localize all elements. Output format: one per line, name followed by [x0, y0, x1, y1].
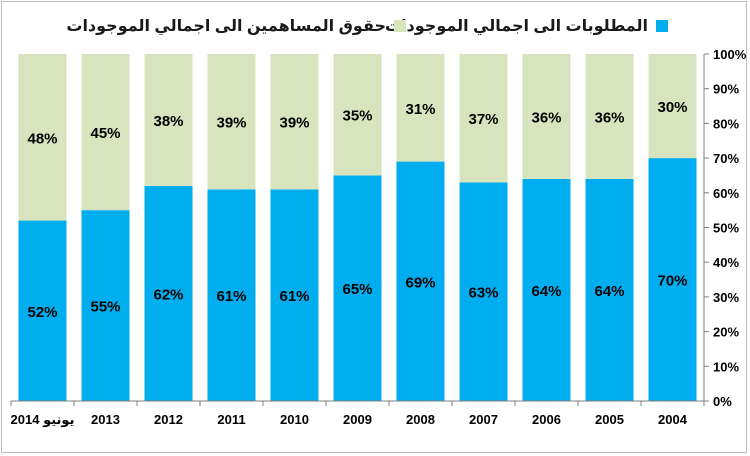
y-tick-label-10: 100% [713, 47, 746, 62]
bar-liabilities-7 [207, 189, 256, 401]
bar-equity-6 [270, 54, 319, 190]
data-label-equity-4: 31% [405, 101, 435, 118]
bar-liabilities-9 [81, 210, 130, 401]
data-label-equity-2: 36% [531, 109, 561, 126]
data-label-equity-3: 37% [468, 111, 498, 128]
bar-equity-3 [459, 54, 508, 183]
bar-liabilities-1 [585, 178, 634, 401]
x-tick-label-9: 2013 [91, 412, 120, 427]
data-label-liabilities-3: 63% [468, 285, 498, 302]
bar-equity-2 [522, 54, 571, 179]
data-label-liabilities-1: 64% [594, 283, 624, 300]
bar-equity-0 [648, 54, 697, 159]
data-label-equity-5: 35% [342, 108, 372, 125]
bar-liabilities-8 [144, 185, 193, 401]
data-label-equity-10: 48% [27, 130, 57, 147]
y-tick-label-7: 70% [713, 151, 739, 166]
data-label-liabilities-0: 70% [657, 273, 687, 290]
bar-liabilities-10 [18, 220, 67, 401]
bar-equity-10 [18, 54, 67, 221]
x-tick-label-4: 2008 [406, 412, 435, 427]
bar-liabilities-4 [396, 161, 445, 401]
bar-equity-7 [207, 54, 256, 190]
data-label-liabilities-6: 61% [279, 288, 309, 305]
x-tick-label-8: 2012 [154, 412, 183, 427]
data-label-liabilities-10: 52% [27, 304, 57, 321]
data-label-liabilities-7: 61% [216, 288, 246, 305]
data-label-liabilities-2: 64% [531, 283, 561, 300]
data-label-liabilities-5: 65% [342, 281, 372, 298]
bar-liabilities-2 [522, 178, 571, 401]
bar-equity-5 [333, 54, 382, 176]
data-label-equity-8: 38% [153, 113, 183, 130]
x-tick-label-10: يونيو 2014 [11, 412, 75, 427]
data-label-equity-9: 45% [90, 125, 120, 142]
legend-swatch-equity [394, 20, 406, 32]
data-label-equity-6: 39% [279, 115, 309, 132]
bar-liabilities-3 [459, 182, 508, 401]
bar-equity-4 [396, 54, 445, 162]
data-label-liabilities-8: 62% [153, 286, 183, 303]
bar-equity-1 [585, 54, 634, 179]
x-tick-label-6: 2010 [280, 412, 309, 427]
y-tick-label-3: 30% [713, 290, 739, 305]
data-label-equity-1: 36% [594, 109, 624, 126]
legend-swatch-liabilities [656, 20, 668, 32]
y-tick-label-9: 90% [713, 82, 739, 97]
bar-liabilities-5 [333, 175, 382, 401]
data-label-equity-0: 30% [657, 99, 687, 116]
legend-item-equity: حقوق المساهمين الى اجمالي الموجودات [66, 14, 406, 38]
legend-label-equity: حقوق المساهمين الى اجمالي الموجودات [66, 18, 386, 35]
bar-equity-9 [81, 54, 130, 211]
x-tick-label-7: 2011 [217, 412, 245, 427]
x-tick-label-2: 2006 [532, 412, 561, 427]
y-tick-label-8: 80% [713, 116, 739, 131]
x-tick-label-3: 2007 [469, 412, 498, 427]
y-tick-label-0: 0% [713, 394, 732, 409]
stacked-bar-chart: 70% 30% 64% 36% 64% 36% 63% 37% 69% 31% 65% 35% 61% 3… [10, 47, 746, 427]
data-label-liabilities-4: 69% [405, 274, 435, 291]
data-label-liabilities-9: 55% [90, 299, 120, 316]
bar-liabilities-6 [270, 189, 319, 401]
data-label-equity-7: 39% [216, 115, 246, 132]
legend-item-liabilities: المطلوبات الى اجمالي الموجودات [385, 14, 668, 38]
legend-label-liabilities: المطلوبات الى اجمالي الموجودات [384, 18, 648, 35]
x-tick-label-0: 2004 [658, 412, 688, 427]
y-tick-label-5: 50% [713, 221, 739, 236]
x-tick-label-5: 2009 [343, 412, 372, 427]
x-tick-label-1: 2005 [595, 412, 624, 427]
y-tick-label-6: 60% [713, 186, 739, 201]
y-tick-label-2: 20% [713, 325, 739, 340]
y-tick-label-1: 10% [713, 359, 739, 374]
bar-equity-8 [144, 54, 193, 186]
y-tick-label-4: 40% [713, 255, 739, 270]
bar-liabilities-0 [648, 158, 697, 401]
